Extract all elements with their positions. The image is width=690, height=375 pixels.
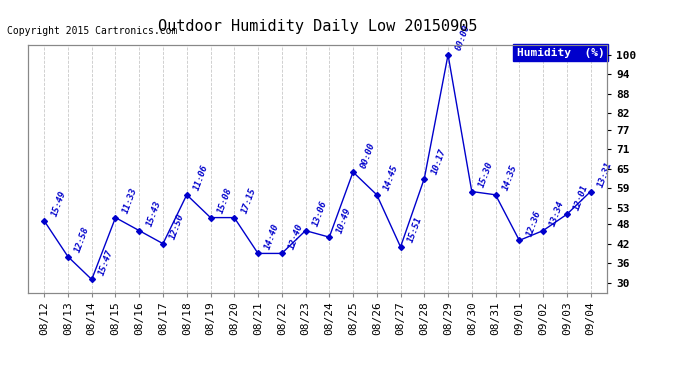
Text: 12:40: 12:40	[287, 222, 305, 251]
Text: 12:58: 12:58	[74, 226, 91, 254]
Text: 10:17: 10:17	[430, 147, 448, 176]
Text: Humidity  (%): Humidity (%)	[517, 48, 604, 58]
Text: 12:01: 12:01	[573, 183, 590, 211]
Text: 11:33: 11:33	[121, 186, 139, 215]
Text: 15:08: 15:08	[216, 186, 234, 215]
Text: 15:43: 15:43	[145, 200, 162, 228]
Text: 14:35: 14:35	[501, 164, 519, 192]
Text: Outdoor Humidity Daily Low 20150905: Outdoor Humidity Daily Low 20150905	[158, 19, 477, 34]
Text: 13:34: 13:34	[549, 200, 566, 228]
Text: 13:06: 13:06	[311, 200, 328, 228]
Text: 10:49: 10:49	[335, 206, 353, 234]
Text: 11:06: 11:06	[193, 164, 210, 192]
Text: 00:00: 00:00	[359, 141, 376, 169]
Text: 00:00: 00:00	[453, 24, 471, 52]
Text: 15:49: 15:49	[50, 190, 68, 218]
Text: 14:40: 14:40	[264, 222, 282, 251]
Text: 15:51: 15:51	[406, 216, 424, 244]
Text: 15:30: 15:30	[477, 160, 495, 189]
Text: 12:36: 12:36	[525, 209, 542, 238]
Text: 17:15: 17:15	[240, 186, 257, 215]
Text: Copyright 2015 Cartronics.com: Copyright 2015 Cartronics.com	[7, 26, 177, 36]
Text: 15:47: 15:47	[97, 248, 115, 277]
Text: 12:50: 12:50	[168, 213, 186, 241]
Text: 14:45: 14:45	[382, 164, 400, 192]
Text: 13:31: 13:31	[596, 160, 614, 189]
